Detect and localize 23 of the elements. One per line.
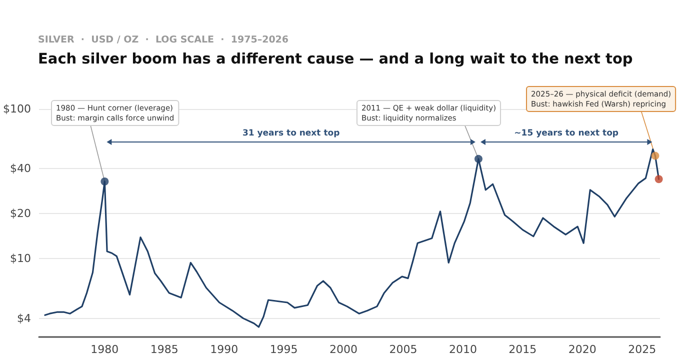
x-tick-label: 2015 (508, 343, 537, 356)
point (651, 152, 660, 160)
x-tick-label: 2000 (330, 343, 358, 356)
x-tick-label: 2020 (568, 343, 596, 356)
point (474, 154, 482, 163)
chart-subtitle: SILVER · USD / OZ · LOG SCALE · 1975–2026 (38, 34, 289, 46)
x-tick-label: 2010 (448, 343, 477, 356)
x-tick-label: 1995 (270, 343, 298, 356)
y-tick-label: $100 (2, 102, 31, 116)
y-tick-label: $10 (10, 252, 31, 266)
point (654, 175, 663, 184)
point (100, 177, 109, 186)
x-tick-label: 2005 (389, 343, 418, 356)
annotation: ~15 years to next top (514, 128, 619, 138)
chart-title: Each silver boom has a different cause — and a long wait to the next top (38, 52, 633, 68)
x-tick-label: 2025 (628, 343, 656, 356)
x-tick-label: 1990 (210, 343, 238, 356)
y-tick-label: $40 (10, 162, 31, 176)
y-tick-label: $20 (10, 207, 31, 220)
x-tick-label: 1980 (90, 343, 119, 356)
x-tick-label: 1985 (150, 343, 178, 356)
y-tick-label: $4 (16, 312, 31, 325)
annotation: 31 years to next top (242, 128, 340, 138)
